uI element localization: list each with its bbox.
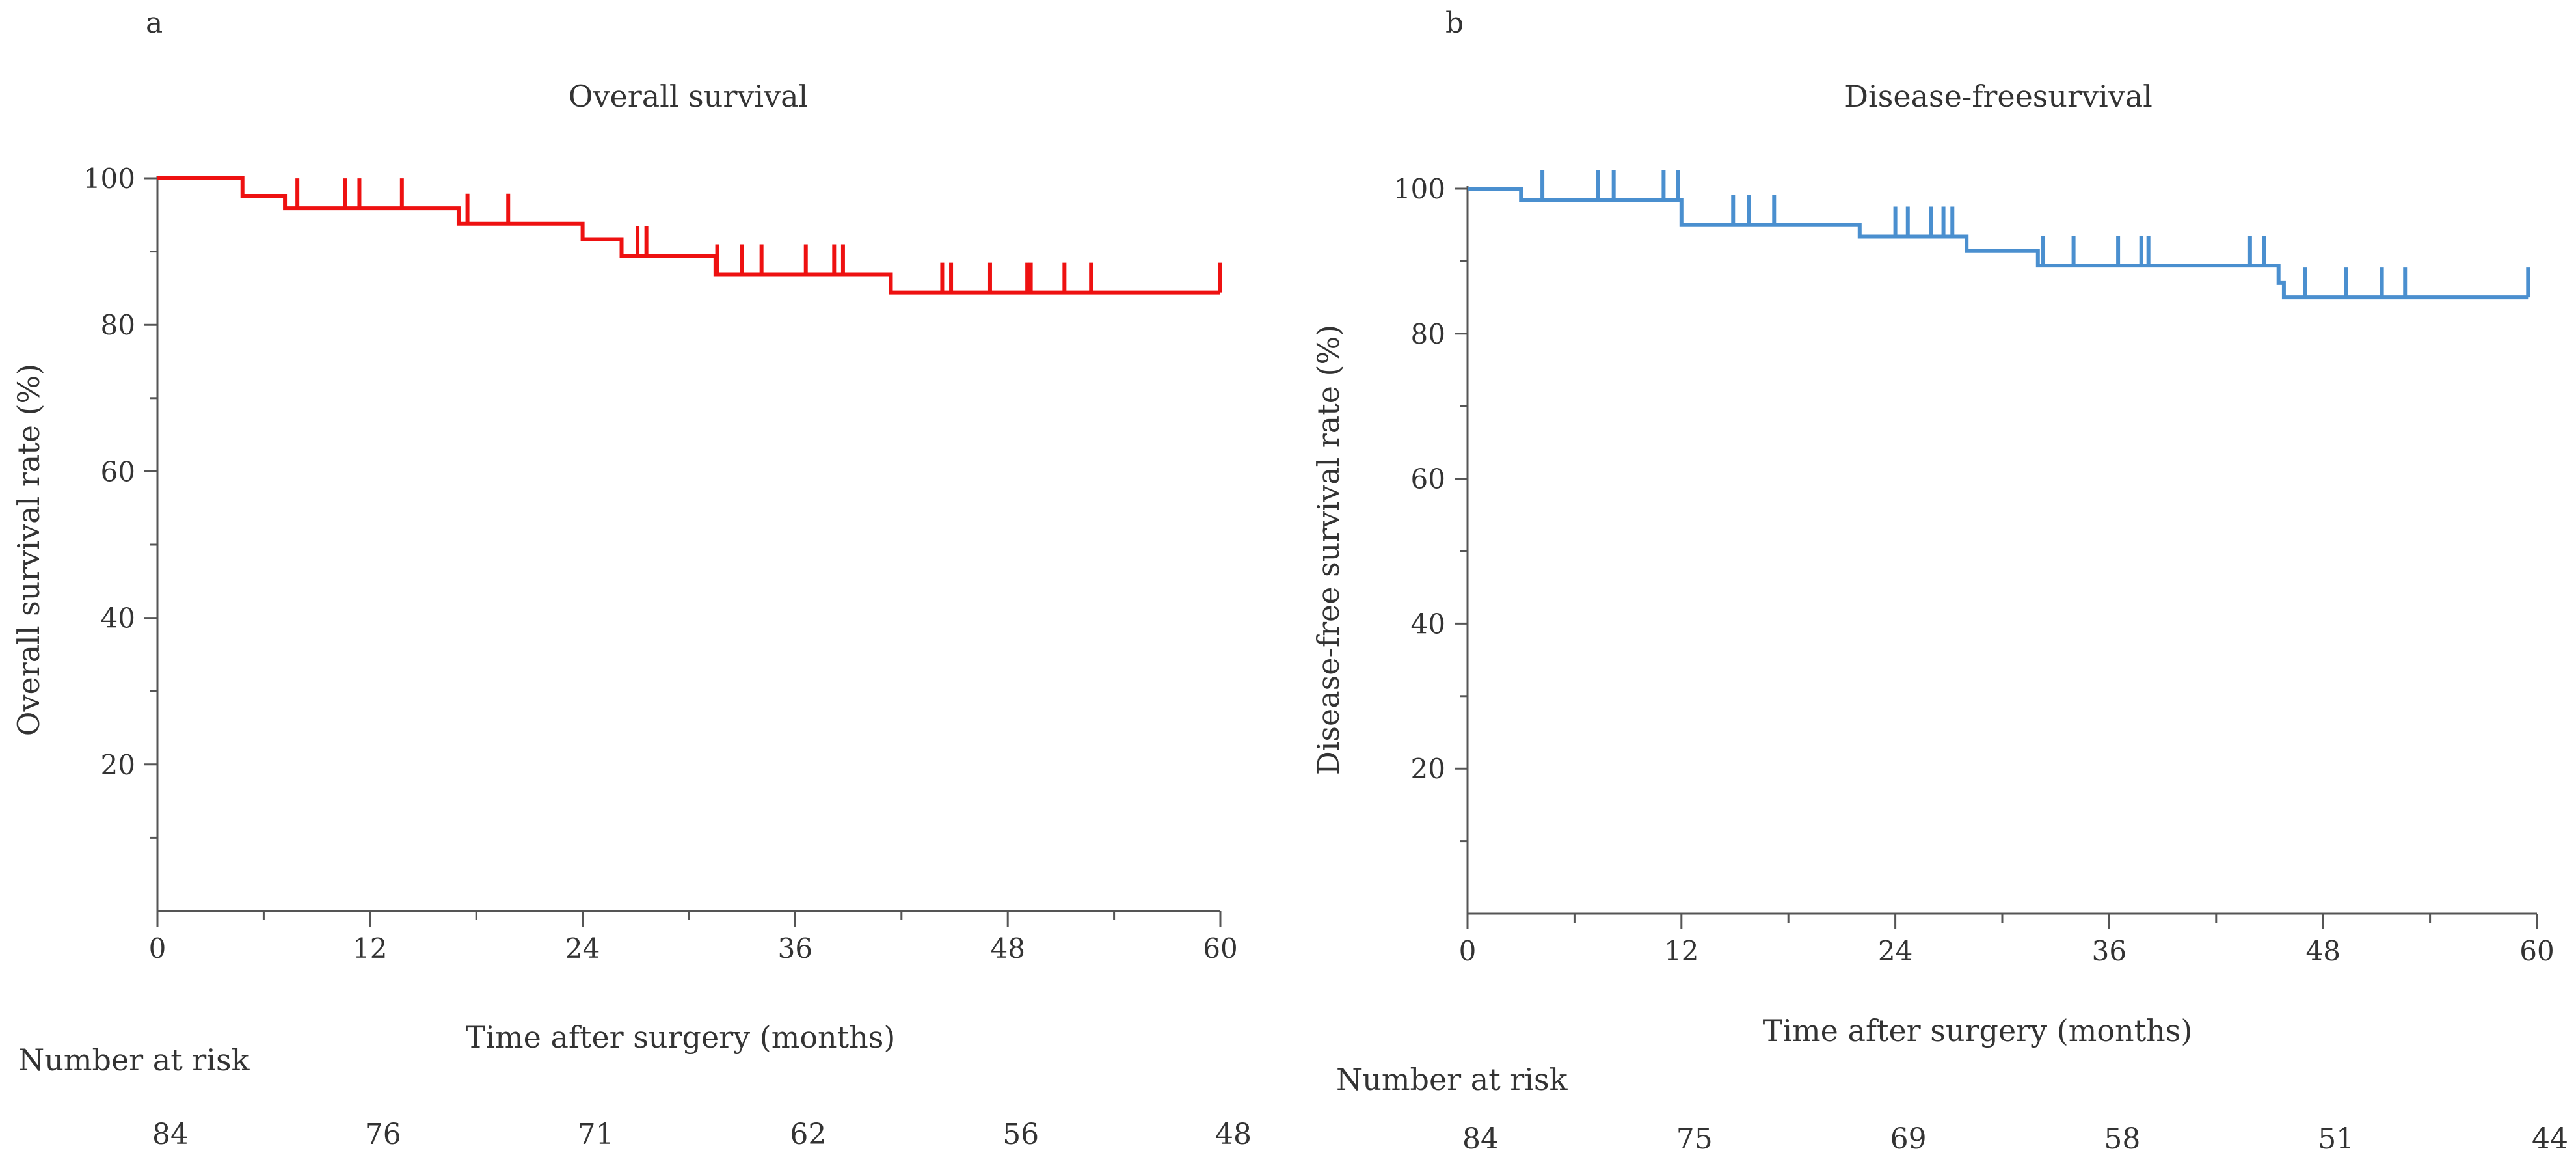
panel-a-x-tick-label: 24 (565, 932, 600, 964)
panel-a-survival-curve (157, 176, 1220, 295)
panel-a-title: Overall survival (569, 79, 808, 114)
panel-b-risk-value: 44 (2532, 1122, 2568, 1156)
panel-b-x-tick-label: 24 (1878, 935, 1912, 967)
panel-b-letter: b (1445, 7, 1464, 40)
panel-a-y-axis-label: Overall survival rate (%) (11, 364, 46, 736)
panel-b-y-tick-label: 80 (1411, 318, 1445, 350)
panel-b-x-tick-label: 60 (2519, 935, 2554, 967)
panel-b-x-tick-label: 0 (1459, 935, 1477, 967)
panel-a-x-tick-label: 12 (353, 932, 387, 964)
panel-b-x-tick-label: 36 (2092, 935, 2127, 967)
panel-a-y-tick-label: 100 (83, 163, 135, 195)
panel-a-x-axis-label: Time after surgery (months) (466, 1020, 896, 1055)
panel-b-risk-value: 51 (2318, 1122, 2354, 1156)
panel-b-y-tick-label: 60 (1411, 463, 1445, 495)
panel-a-risk-value: 84 (152, 1118, 189, 1151)
panel-b-x-axis-label: Time after surgery (months) (1763, 1013, 2193, 1048)
panel-a-x-tick-label: 36 (778, 932, 812, 964)
panel-b-y-tick-label: 100 (1393, 173, 1445, 205)
panel-b-y-tick-label: 40 (1411, 608, 1445, 640)
panel-a-plot: 0 12 24 36 48 60 20 40 60 80 100 84 76 71 62 56 48 (83, 163, 1252, 1151)
panel-a-risk-label: Number at risk (18, 1042, 250, 1078)
panel-a-y-tick-label: 60 (101, 455, 135, 487)
panel-a-risk-value: 62 (790, 1118, 826, 1151)
panel-b-y-tick-label: 20 (1411, 753, 1445, 785)
panel-a-y-tick-label: 20 (101, 749, 135, 781)
panel-b: b Disease-freesurvival Time after surger… (1311, 7, 2568, 1156)
panel-b-risk-value: 58 (2104, 1122, 2140, 1156)
panel-b-plot: 0 12 24 36 48 60 20 40 60 80 100 84 75 69 58 51 44 (1393, 170, 2568, 1156)
panel-a-y-tick-label: 40 (101, 603, 135, 634)
panel-b-title: Disease-freesurvival (1844, 79, 2153, 114)
panel-a-risk-value: 56 (1002, 1118, 1039, 1151)
panel-a-letter: a (146, 7, 163, 40)
panel-b-survival-curve (1468, 187, 2529, 300)
panel-a-x-tick-label: 60 (1203, 932, 1237, 964)
panel-a-y-tick-label: 80 (101, 309, 135, 341)
panel-b-risk-value: 75 (1676, 1122, 1713, 1156)
panel-a-x-tick-label: 48 (990, 932, 1025, 964)
panel-b-risk-label: Number at risk (1336, 1062, 1568, 1097)
panel-a-risk-value: 71 (578, 1118, 614, 1151)
panel-b-risk-value: 69 (1890, 1122, 1927, 1156)
panel-a: a Overall survival Time after surgery (m… (11, 7, 1252, 1151)
panel-b-risk-value: 84 (1462, 1122, 1499, 1156)
panel-a-risk-value: 76 (365, 1118, 401, 1151)
panel-b-x-tick-label: 12 (1664, 935, 1698, 967)
panel-b-y-axis-label: Disease-free survival rate (%) (1311, 325, 1346, 775)
panel-b-x-tick-label: 48 (2305, 935, 2340, 967)
panel-a-x-tick-label: 0 (149, 932, 167, 964)
panel-a-risk-value: 48 (1215, 1118, 1252, 1151)
